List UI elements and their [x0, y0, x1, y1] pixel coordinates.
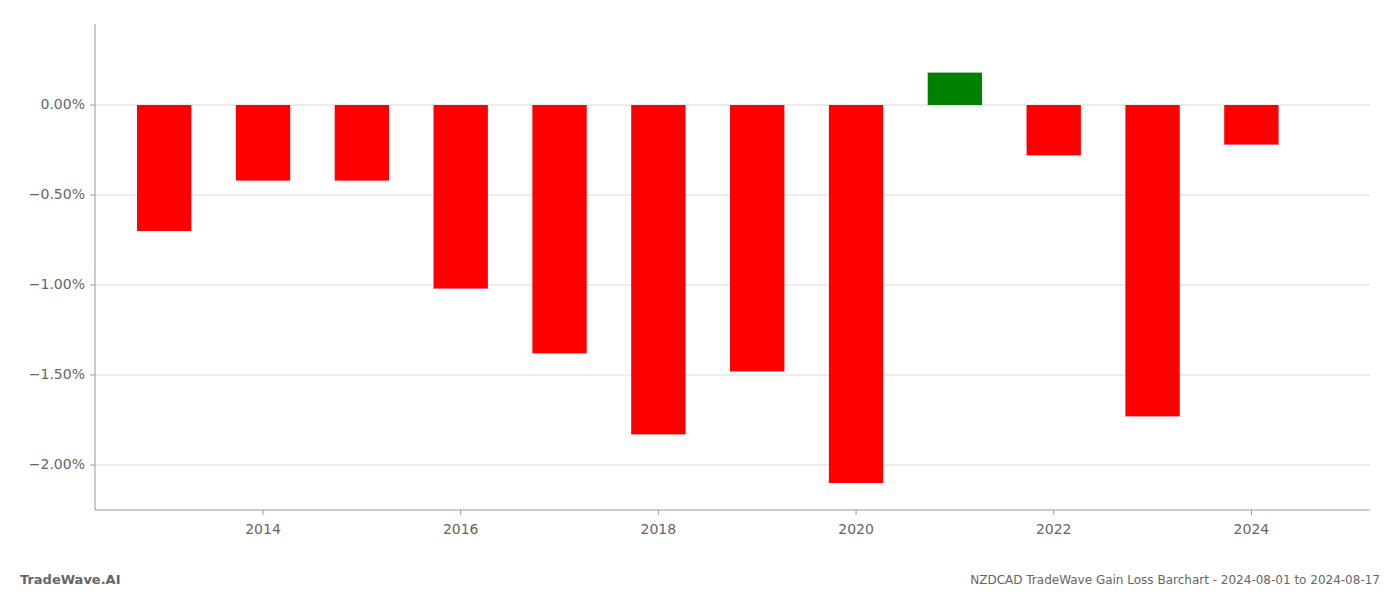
- bars: [137, 73, 1279, 483]
- bar: [434, 105, 488, 289]
- grid: [95, 105, 1370, 465]
- bar: [829, 105, 883, 483]
- x-axis: 2014 2016 2018 2020 2022 2024: [245, 510, 1269, 537]
- x-tick-label: 2016: [443, 521, 479, 537]
- bar: [335, 105, 389, 181]
- y-axis-line: [95, 24, 96, 510]
- y-tick: [90, 195, 95, 196]
- bar: [137, 105, 191, 231]
- x-axis-line: [95, 510, 1370, 511]
- x-tick: [460, 510, 461, 515]
- y-tick: [90, 105, 95, 106]
- y-tick-label: −2.00%: [29, 456, 85, 472]
- x-tick: [856, 510, 857, 515]
- bar: [532, 105, 586, 353]
- bar: [730, 105, 784, 371]
- chart-svg: 0.00%−0.50%−1.00%−1.50%−2.00%20142016201…: [0, 0, 1400, 600]
- background: [0, 0, 1400, 600]
- bar: [928, 73, 982, 105]
- y-tick: [90, 285, 95, 286]
- x-tick: [263, 510, 264, 515]
- x-tick: [658, 510, 659, 515]
- y-axis: 0.00% −0.50% −1.00% −1.50% −2.00%: [29, 96, 95, 472]
- grid-line: [95, 465, 1370, 466]
- y-tick-label: 0.00%: [41, 96, 85, 112]
- y-tick-label: −1.50%: [29, 366, 85, 382]
- x-tick-label: 2018: [641, 521, 677, 537]
- bar: [1027, 105, 1081, 155]
- bar: [1125, 105, 1179, 416]
- title: NZDCAD TradeWave Gain Loss Barchart - 20…: [970, 573, 1380, 587]
- x-tick-label: 2022: [1036, 521, 1072, 537]
- x-tick: [1251, 510, 1252, 515]
- x-tick-label: 2014: [245, 521, 281, 537]
- bar: [236, 105, 290, 181]
- y-tick-label: −1.00%: [29, 276, 85, 292]
- chart-container: 0.00%−0.50%−1.00%−1.50%−2.00%20142016201…: [0, 0, 1400, 600]
- y-tick: [90, 375, 95, 376]
- bar: [631, 105, 685, 434]
- x-tick-label: 2020: [838, 521, 874, 537]
- y-tick-label: −0.50%: [29, 186, 85, 202]
- x-tick: [1053, 510, 1054, 515]
- y-tick: [90, 465, 95, 466]
- x-tick-label: 2024: [1234, 521, 1270, 537]
- bar: [1224, 105, 1278, 145]
- watermark: TradeWave.AI: [20, 572, 121, 587]
